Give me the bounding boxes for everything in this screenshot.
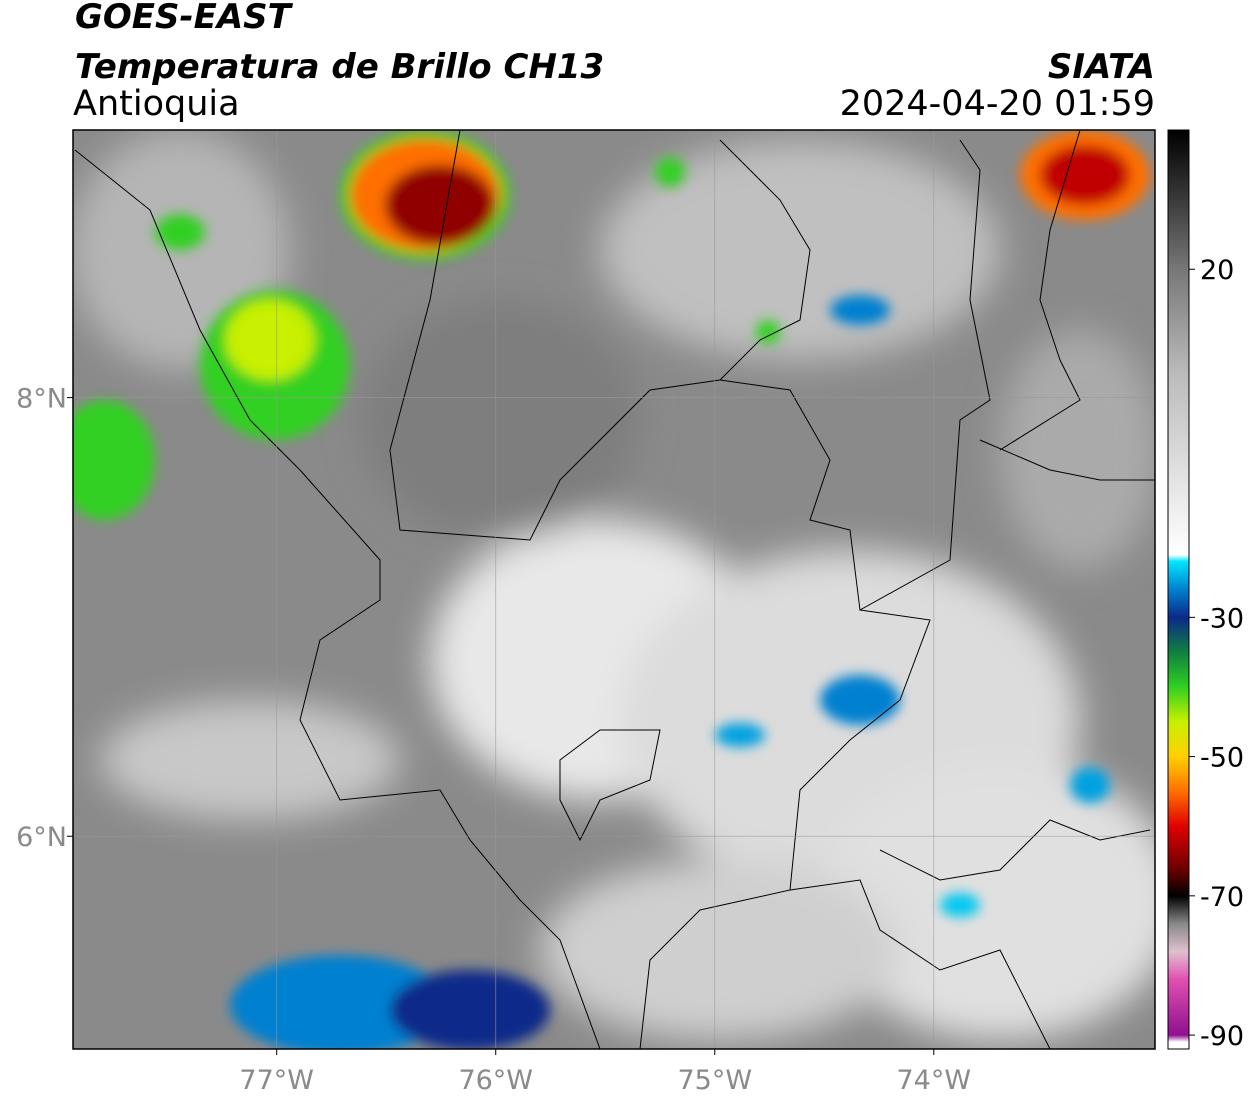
colorbar-tick-label: -30 [1200,603,1244,634]
convective-cells [73,130,1150,1049]
lon-tick-label: 74°W [897,1065,972,1096]
colorbar [1167,129,1190,1050]
lat-tick-label: 8°N [16,384,67,415]
region: Antioquia [73,84,240,124]
cloud-field [73,130,1155,1040]
colorbar-tick-label: -70 [1200,882,1244,913]
datetime: 2024-04-20 01:59 [840,84,1155,124]
title: GOES-EAST [75,0,294,37]
colorbar-tick-label: -50 [1200,743,1244,774]
lon-tick-label: 75°W [677,1065,752,1096]
colorbar-tick-label: -90 [1200,1021,1244,1052]
source: SIATA [1048,47,1155,87]
subtitle: Temperatura de Brillo CH13 [75,47,604,87]
lat-tick-label: 6°N [16,822,67,853]
lon-tick-label: 76°W [458,1065,533,1096]
lon-tick-label: 77°W [239,1065,314,1096]
borders [74,130,1155,1049]
colorbar-tick-label: 20 [1200,255,1234,286]
map [73,130,1155,1049]
map-frame [72,129,1156,1050]
